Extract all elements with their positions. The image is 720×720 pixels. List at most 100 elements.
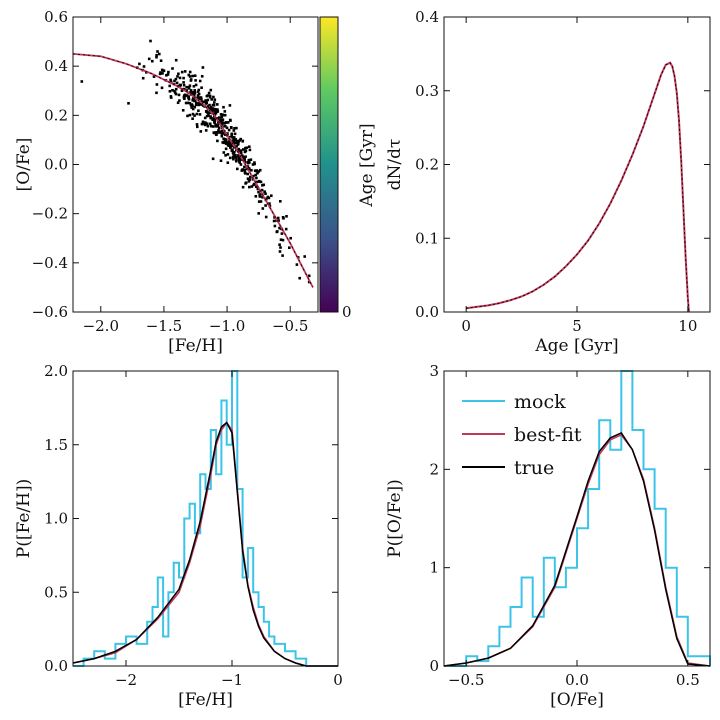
scatter-point [229,145,232,149]
scatter-point [241,168,245,171]
scatter-point [166,73,170,76]
scatter-point [248,145,251,148]
scatter-point [257,190,260,194]
scatter-point [277,219,280,222]
scatter-point [190,106,193,109]
scatter-point [225,121,228,124]
scatter-point [155,53,158,57]
plot-frame [72,370,339,667]
scatter-point [208,107,211,110]
scatter-point [248,148,252,152]
scatter-point [247,167,251,170]
scatter-point [205,101,208,105]
scatter-point [255,180,259,184]
scatter-point [248,178,252,181]
scatter-point [223,110,227,113]
y-axis-label: P([Fe/H]) [14,479,34,558]
scatter-point [219,159,223,162]
scatter-point [258,168,262,172]
scatter-point [208,111,211,114]
scatter-point [228,118,232,122]
scatter-point [239,149,243,152]
scatter-point [239,157,242,161]
scatter-point [248,161,251,164]
scatter-point [246,160,250,164]
scatter-point [209,105,213,109]
scatter-point [234,156,238,159]
colorbar-gradient [319,16,339,313]
scatter-point [175,81,179,85]
scatter-point [191,112,195,116]
scatter-point [211,125,215,128]
scatter-point [268,202,271,205]
scatter-point [174,58,178,62]
scatter-point [266,195,270,199]
scatter-point [228,104,232,107]
scatter-point [231,156,235,159]
series-line-true [72,421,338,667]
scatter-point [213,118,216,121]
scatter-point [202,122,206,125]
scatter-point [200,122,204,126]
scatter-point [239,163,243,166]
scatter-point [204,99,207,102]
y-tick-label: 0 [429,657,439,675]
y-tick-label: 1.0 [44,510,68,528]
scatter-point [232,151,235,154]
scatter-point [261,184,264,187]
scatter-point [191,98,195,102]
scatter-point [203,123,207,127]
scatter-point [168,84,171,88]
scatter-point [176,75,179,78]
scatter-point [204,121,207,124]
scatter-point [223,113,227,117]
scatter-point [220,132,224,135]
scatter-point [228,140,231,143]
scatter-point [205,110,208,114]
scatter-point [275,230,279,234]
scatter-point [182,76,185,80]
scatter-point [185,85,188,89]
scatter-point [298,276,301,280]
scatter-point [156,50,159,53]
scatter-point [243,158,246,161]
x-tick-label: 0 [333,671,343,689]
scatter-point [278,250,282,253]
scatter-point [212,104,216,107]
y-tick-label: 0.6 [44,8,68,26]
scatter-point [193,105,196,109]
x-axis-label: [O/Fe] [550,690,604,710]
scatter-point [155,83,159,86]
scatter-point [178,84,182,87]
scatter-point [244,155,247,158]
scatter-point [223,124,226,128]
scatter-point [243,161,247,164]
scatter-point [176,101,180,104]
scatter-point [188,70,192,74]
scatter-point [235,158,238,162]
scatter-point [256,187,260,191]
scatter-point [178,76,182,80]
scatter-point [191,117,194,120]
scatter-point [216,125,219,128]
scatter-point [191,97,195,100]
panel-ofe-distribution: −0.5 0.0 0.5 0 1 2 3 [O/Fe] P([O/Fe]) mock bes… [385,362,711,710]
scatter-point [177,93,181,97]
scatter-point [208,103,211,107]
scatter-point [249,175,252,179]
scatter-point [193,114,196,117]
scatter-point [303,255,306,258]
scatter-point [264,192,267,195]
scatter-point [273,224,277,228]
scatter-point [219,113,223,116]
scatter-point [142,65,146,68]
scatter-point [210,98,213,101]
scatter-point [264,215,268,219]
y-tick-label: 0.4 [44,57,68,75]
y-axis-label: P([O/Fe]) [385,479,405,558]
scatter-point [173,79,176,83]
colorbar-label: Age [Gyr] [357,123,377,207]
scatter-point [282,217,285,220]
scatter-point [199,130,203,133]
scatter-point [214,131,217,134]
